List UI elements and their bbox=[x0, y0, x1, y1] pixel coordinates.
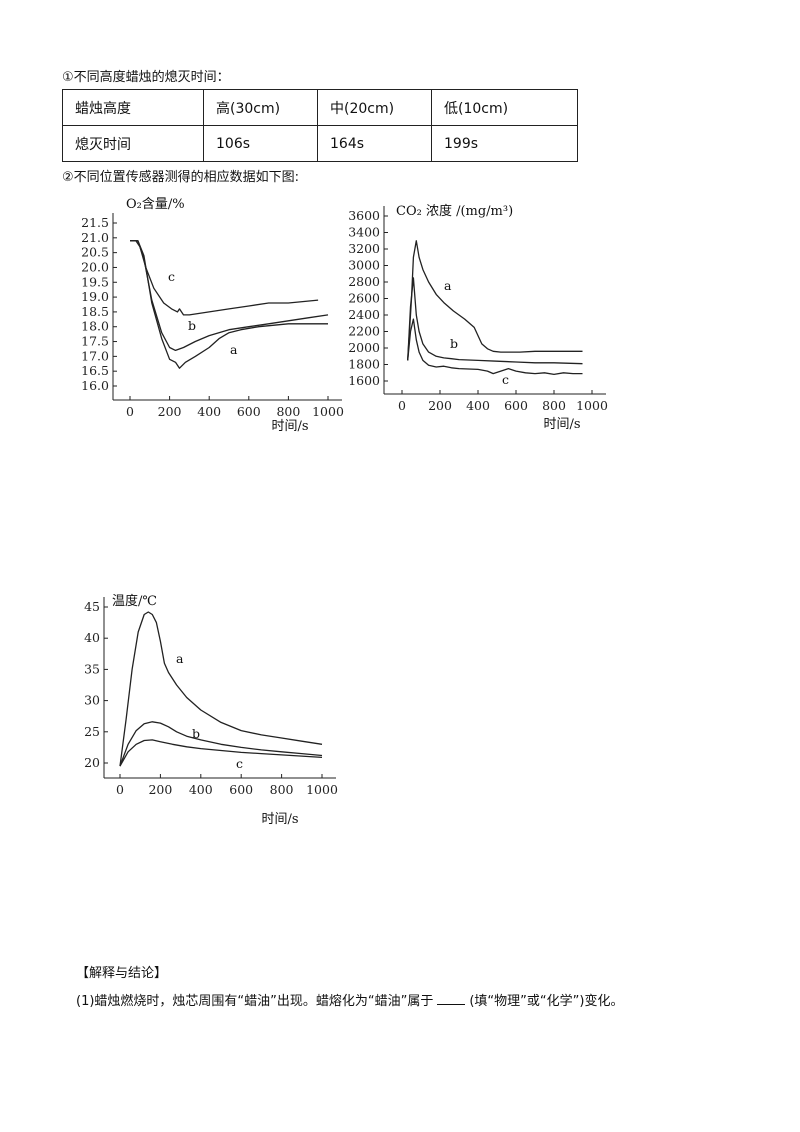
question-1: (1)蜡烛燃烧时，烛芯周围有“蜡油”出现。蜡熔化为“蜡油”属于 (填“物理”或“化… bbox=[76, 990, 623, 1009]
series-label-c: c bbox=[236, 756, 243, 771]
question-text-before: (1)蜡烛燃烧时，烛芯周围有“蜡油”出现。蜡熔化为“蜡油”属于 bbox=[76, 994, 434, 1009]
x-tick-label: 600 bbox=[504, 398, 528, 413]
section-title: 【解释与结论】 bbox=[76, 966, 168, 981]
table-row: 蜡烛高度 高(30cm) 中(20cm) 低(10cm) bbox=[62, 89, 578, 126]
x-tick-label: 200 bbox=[428, 398, 452, 413]
series-label-a: a bbox=[230, 342, 238, 357]
y-tick-label: 16.0 bbox=[81, 378, 109, 393]
x-axis-label: 时间/s bbox=[543, 417, 580, 432]
y-tick-label: 2600 bbox=[348, 291, 380, 306]
series-line-b bbox=[130, 240, 329, 352]
y-tick-label: 19.5 bbox=[81, 274, 109, 289]
y-tick-label: 40 bbox=[84, 630, 100, 645]
y-tick-label: 20 bbox=[84, 755, 100, 770]
table-row: 熄灭时间 106s 164s 199s bbox=[62, 125, 578, 162]
x-tick-label: 0 bbox=[126, 404, 134, 419]
table-cell: 高(30cm) bbox=[203, 89, 318, 126]
table-cell: 106s bbox=[203, 125, 318, 162]
y-tick-label: 3200 bbox=[348, 241, 380, 256]
x-tick-label: 200 bbox=[158, 404, 182, 419]
series-label-b: b bbox=[192, 726, 200, 741]
y-tick-label: 20.0 bbox=[81, 259, 109, 274]
series-label-c: c bbox=[168, 269, 175, 284]
x-tick-label: 800 bbox=[270, 782, 294, 797]
series-line-c bbox=[119, 739, 323, 767]
y-tick-label: 3400 bbox=[348, 225, 380, 240]
x-tick-label: 200 bbox=[148, 782, 172, 797]
x-tick-label: 1000 bbox=[576, 398, 608, 413]
chart-title: CO₂ 浓度 /(mg/m³) bbox=[396, 203, 513, 219]
y-tick-label: 19.0 bbox=[81, 289, 109, 304]
temperature-chart: 20 25 30 35 40 45 0 200 400 600 800 1000 温度/℃ 时间/s a b c bbox=[84, 593, 338, 827]
series-line-a bbox=[119, 611, 323, 767]
series-line-a bbox=[130, 240, 328, 369]
x-tick-label: 600 bbox=[237, 404, 261, 419]
y-tick-label: 21.0 bbox=[81, 230, 109, 245]
table-cell: 199s bbox=[431, 125, 578, 162]
intro-text: ①不同高度蜡烛的熄灭时间： bbox=[62, 70, 230, 85]
x-tick-label: 400 bbox=[466, 398, 490, 413]
y-tick-label: 18.0 bbox=[81, 319, 109, 334]
table-cell: 熄灭时间 bbox=[62, 125, 204, 162]
co2-chart: 1600180020002200240026002800300032003400… bbox=[348, 203, 608, 432]
x-tick-label: 400 bbox=[197, 404, 221, 419]
question-text-after: (填“物理”或“化学”)变化。 bbox=[469, 994, 624, 1009]
series-line-c bbox=[130, 240, 319, 316]
x-tick-label: 1000 bbox=[306, 782, 338, 797]
series-label-b: b bbox=[450, 336, 458, 351]
o2-chart: 16.016.517.017.518.018.519.019.520.020.5… bbox=[81, 196, 344, 434]
series-label-a: a bbox=[444, 278, 452, 293]
x-axis-label: 时间/s bbox=[261, 812, 298, 827]
series-line-c bbox=[407, 318, 583, 376]
table-cell: 中(20cm) bbox=[317, 89, 432, 126]
y-tick-label: 1600 bbox=[348, 373, 380, 388]
y-tick-label: 2000 bbox=[348, 340, 380, 355]
y-tick-label: 35 bbox=[84, 661, 100, 676]
y-tick-label: 16.5 bbox=[81, 363, 109, 378]
y-tick-label: 17.5 bbox=[81, 334, 109, 349]
series-line-b bbox=[407, 277, 583, 365]
series-label-a: a bbox=[176, 651, 184, 666]
extinguish-time-table: 蜡烛高度 高(30cm) 中(20cm) 低(10cm) 熄灭时间 106s 1… bbox=[62, 89, 578, 162]
table-cell: 低(10cm) bbox=[431, 89, 578, 126]
y-tick-label: 17.0 bbox=[81, 348, 109, 363]
y-tick-label: 25 bbox=[84, 724, 100, 739]
x-tick-label: 800 bbox=[276, 404, 300, 419]
chart-title: O₂含量/% bbox=[126, 196, 185, 212]
sensor-note: ②不同位置传感器测得的相应数据如下图: bbox=[62, 170, 300, 185]
y-tick-label: 30 bbox=[84, 693, 100, 708]
y-tick-label: 3000 bbox=[348, 258, 380, 273]
y-tick-label: 45 bbox=[84, 599, 100, 614]
series-line-a bbox=[407, 240, 583, 361]
y-tick-label: 1800 bbox=[348, 357, 380, 372]
table-cell: 蜡烛高度 bbox=[62, 89, 204, 126]
series-line-b bbox=[119, 721, 323, 767]
x-tick-label: 1000 bbox=[312, 404, 344, 419]
x-tick-label: 0 bbox=[116, 782, 124, 797]
answer-blank[interactable] bbox=[437, 992, 466, 1005]
y-tick-label: 2200 bbox=[348, 324, 380, 339]
x-tick-label: 0 bbox=[398, 398, 406, 413]
x-tick-label: 800 bbox=[542, 398, 566, 413]
y-tick-label: 2400 bbox=[348, 307, 380, 322]
x-axis-label: 时间/s bbox=[271, 419, 308, 434]
y-tick-label: 21.5 bbox=[81, 215, 109, 230]
x-tick-label: 600 bbox=[229, 782, 253, 797]
y-tick-label: 2800 bbox=[348, 274, 380, 289]
chart-title: 温度/℃ bbox=[112, 593, 157, 609]
table-cell: 164s bbox=[317, 125, 432, 162]
y-tick-label: 20.5 bbox=[81, 245, 109, 260]
y-tick-label: 18.5 bbox=[81, 304, 109, 319]
x-tick-label: 400 bbox=[189, 782, 213, 797]
series-label-b: b bbox=[188, 318, 196, 333]
series-label-c: c bbox=[502, 372, 509, 387]
y-tick-label: 3600 bbox=[348, 208, 380, 223]
